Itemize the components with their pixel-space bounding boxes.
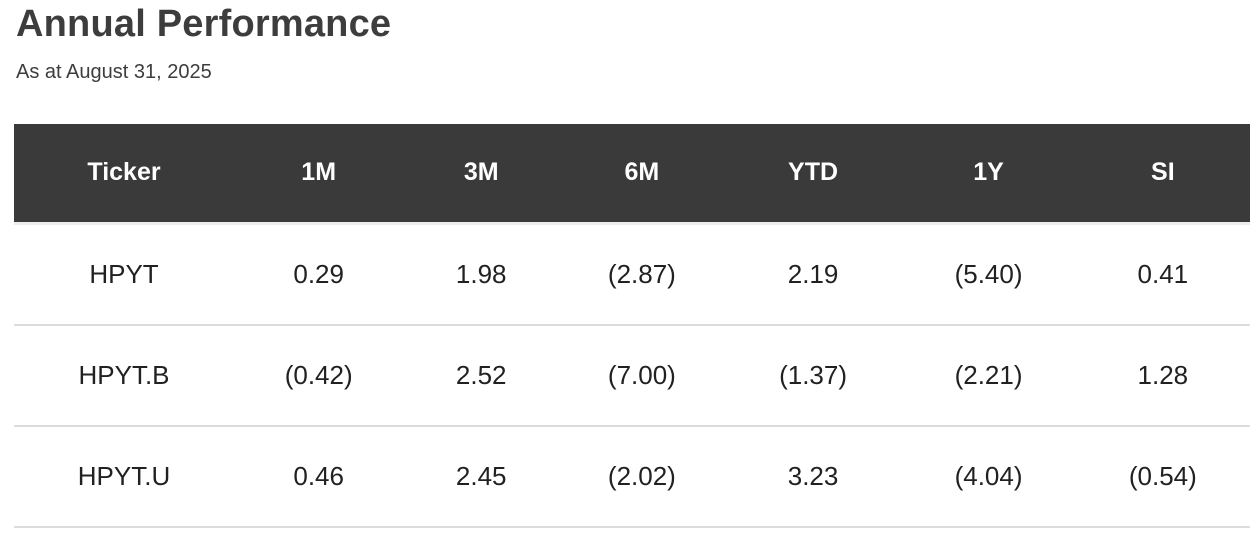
value-cell-3m: 1.98 bbox=[455, 258, 507, 289]
value-cell-3m: 2.45 bbox=[455, 460, 507, 491]
table-header-row: Ticker 1M 3M 6M YTD 1Y SI bbox=[14, 123, 1250, 224]
column-header-si: SI bbox=[1151, 158, 1175, 187]
value-cell-3m: 2.52 bbox=[455, 359, 507, 390]
value-cell-si: 0.41 bbox=[1137, 258, 1189, 289]
table-row-hpyt: HPYT 0.29 1.98 (2.87) 2.19 (5.40) 0.41 bbox=[14, 223, 1250, 325]
value-cell-6m: (2.87) bbox=[607, 258, 676, 289]
value-cell-1y: (2.21) bbox=[954, 359, 1023, 390]
performance-table: Ticker 1M 3M 6M YTD 1Y SI HPYT 0.29 1.98… bbox=[14, 123, 1250, 528]
as-at-date: As at August 31, 2025 bbox=[16, 60, 212, 83]
column-header-ticker: Ticker bbox=[87, 158, 161, 187]
ticker-cell: HPYT.B bbox=[78, 359, 170, 390]
value-cell-ytd: 3.23 bbox=[787, 460, 839, 491]
value-cell-1y: (4.04) bbox=[954, 460, 1023, 491]
page-title: Annual Performance bbox=[16, 3, 392, 45]
value-cell-1m: (0.42) bbox=[284, 359, 353, 390]
column-header-3m: 3M bbox=[463, 158, 499, 187]
value-cell-6m: (2.02) bbox=[607, 460, 676, 491]
value-cell-1m: 0.29 bbox=[293, 258, 344, 289]
ticker-cell: HPYT bbox=[89, 258, 159, 289]
column-header-ytd: YTD bbox=[788, 158, 839, 187]
value-cell-si: 1.28 bbox=[1137, 359, 1189, 390]
column-header-6m: 6M bbox=[624, 158, 660, 187]
ticker-cell: HPYT.U bbox=[77, 460, 171, 491]
value-cell-6m: (7.00) bbox=[607, 359, 676, 390]
column-header-1m: 1M bbox=[301, 158, 337, 187]
value-cell-1y: (5.40) bbox=[954, 258, 1023, 289]
value-cell-ytd: 2.19 bbox=[787, 258, 839, 289]
value-cell-si: (0.54) bbox=[1128, 460, 1197, 491]
table-row-hpyt-b: HPYT.B (0.42) 2.52 (7.00) (1.37) (2.21) … bbox=[14, 324, 1250, 426]
value-cell-1m: 0.46 bbox=[293, 460, 344, 491]
value-cell-ytd: (1.37) bbox=[779, 359, 847, 390]
table-row-hpyt-u: HPYT.U 0.46 2.45 (2.02) 3.23 (4.04) (0.5… bbox=[14, 425, 1250, 527]
column-header-1y: 1Y bbox=[973, 158, 1004, 187]
